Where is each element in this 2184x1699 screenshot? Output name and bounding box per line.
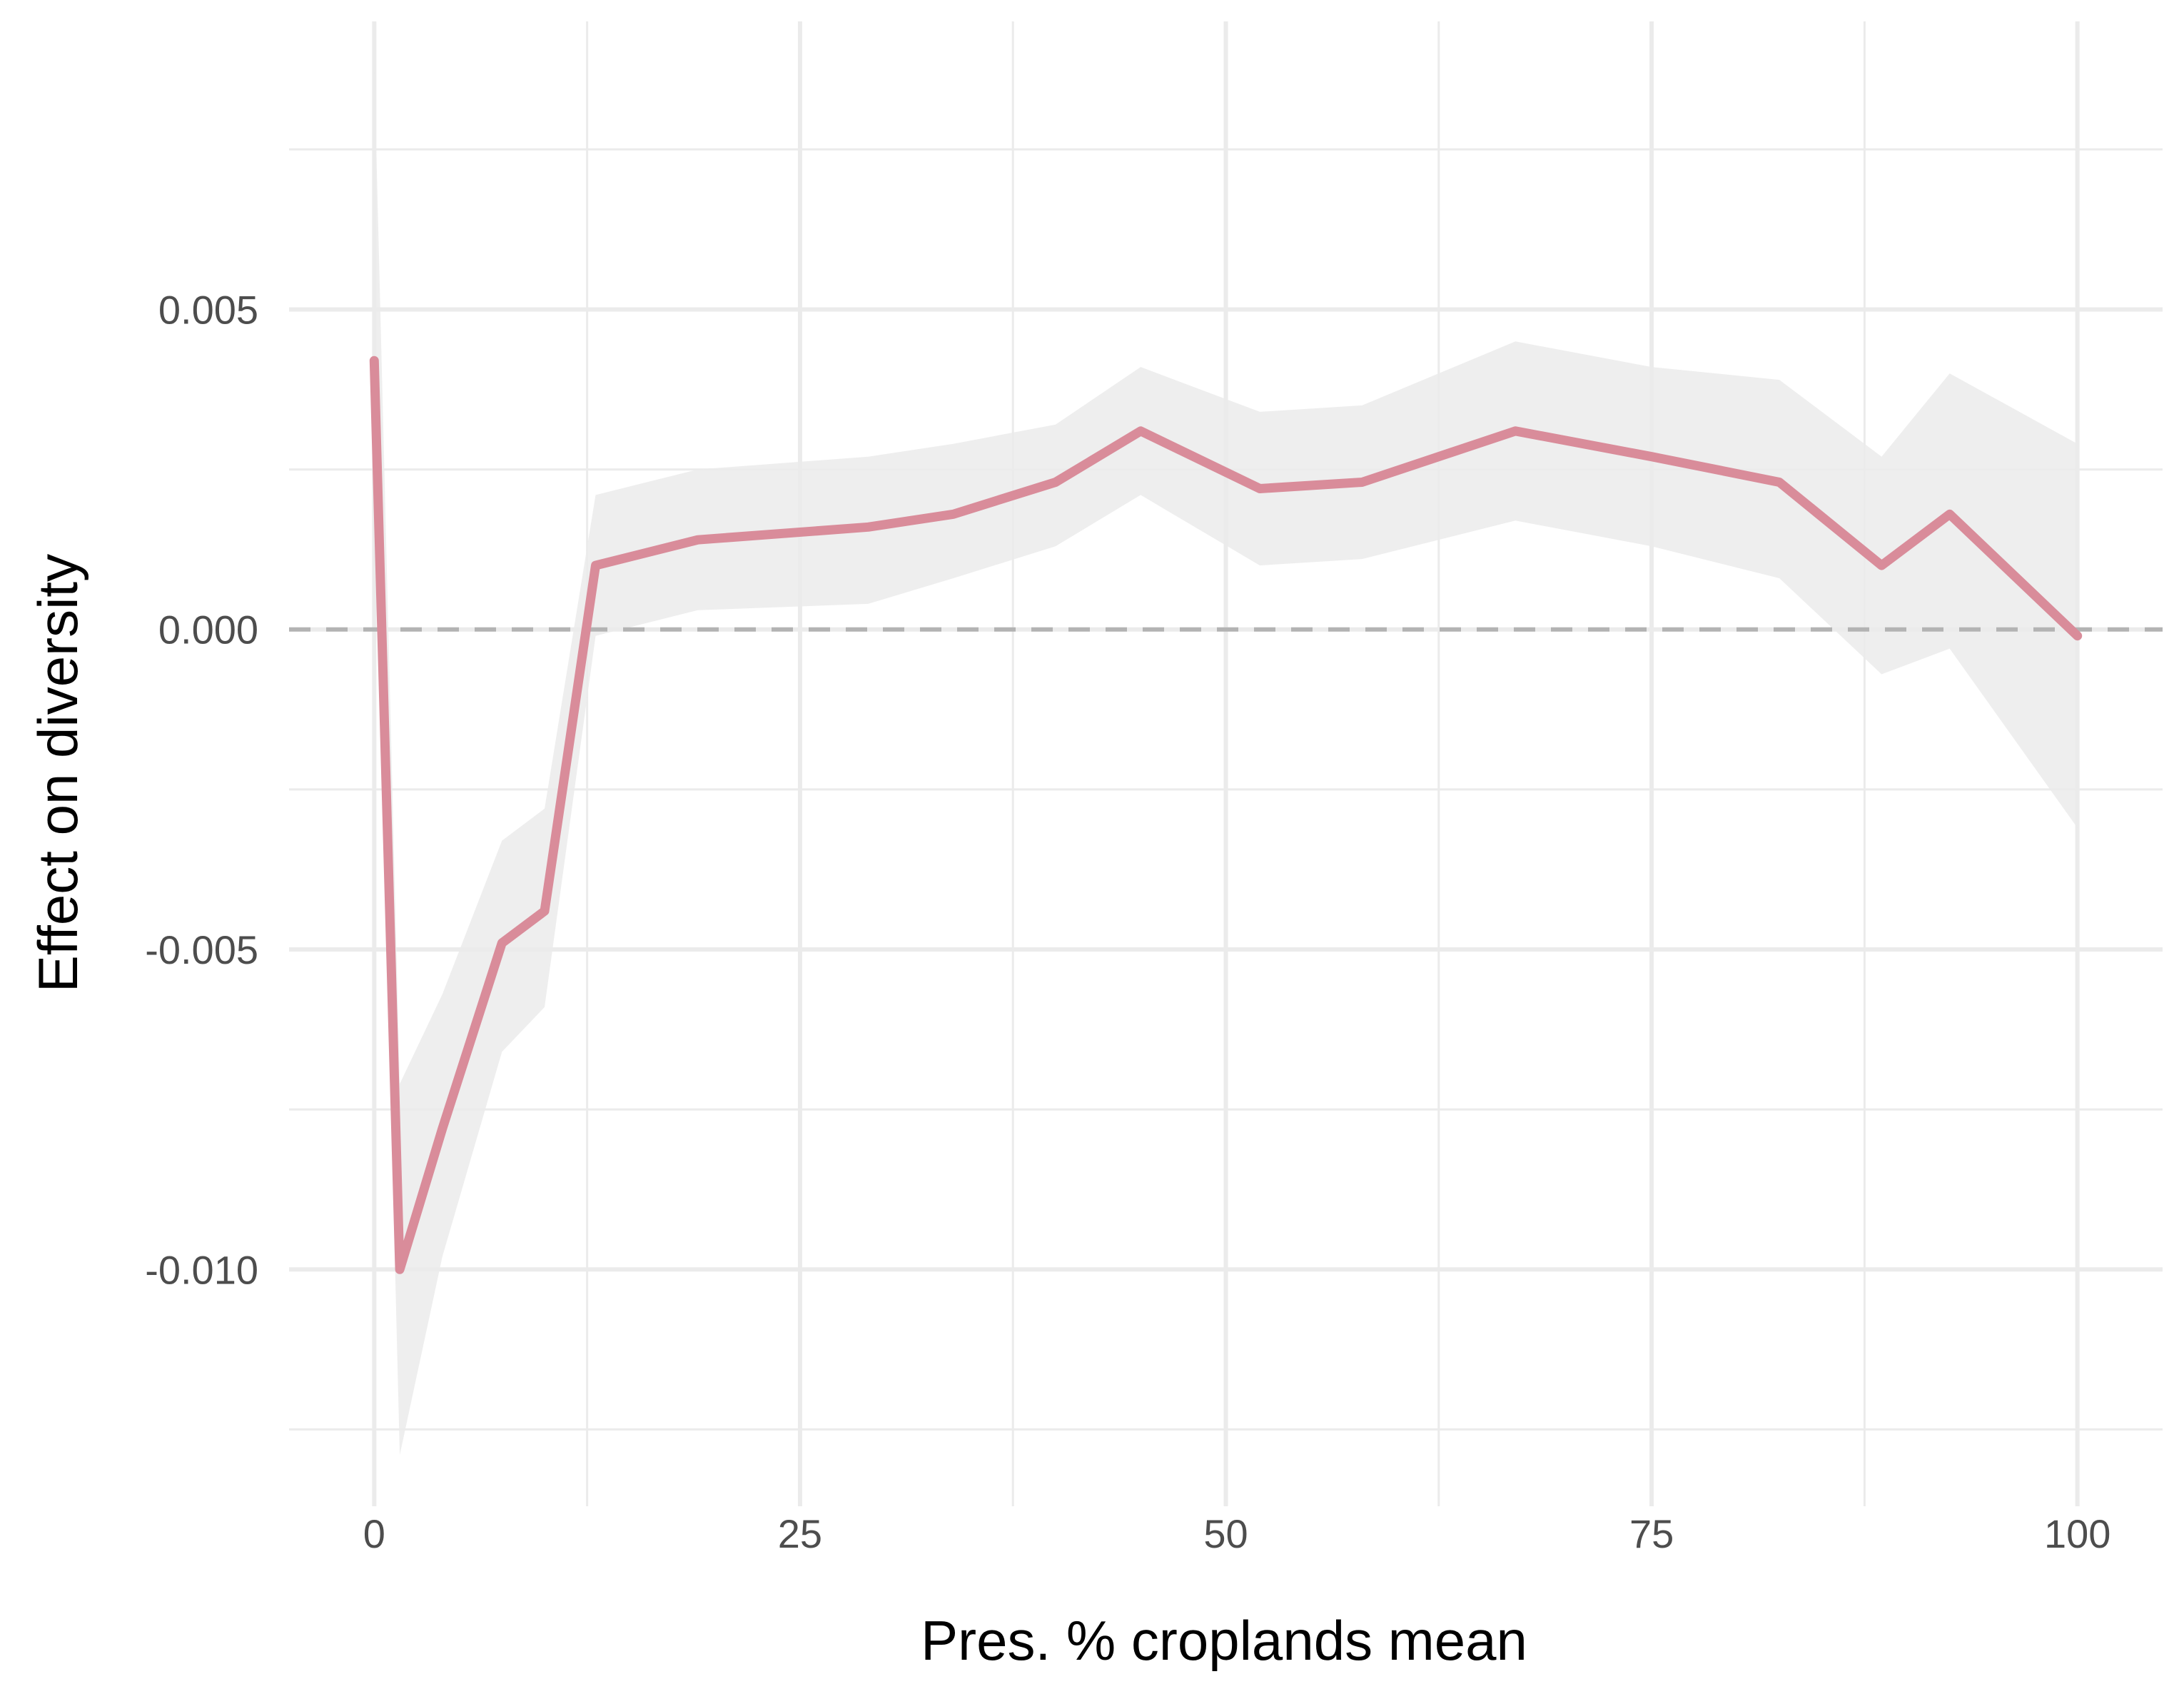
y-tick-label: -0.005 — [145, 927, 258, 972]
x-tick-label: 25 — [778, 1511, 822, 1556]
x-tick-label: 50 — [1203, 1511, 1248, 1556]
y-axis-title: Effect on diversity — [26, 554, 89, 992]
x-tick-label: 75 — [1629, 1511, 1674, 1556]
y-tick-label: 0.000 — [158, 607, 258, 652]
x-axis-title: Pres. % croplands mean — [921, 1609, 1527, 1672]
y-tick-labels: -0.010 -0.005 0.000 0.005 — [145, 287, 258, 1292]
y-tick-label: 0.005 — [158, 287, 258, 332]
x-tick-label: 0 — [363, 1511, 385, 1556]
series-line — [369, 356, 2083, 1274]
confidence-band — [374, 66, 2078, 1456]
confidence-band-layer — [374, 66, 2078, 1456]
series-layer — [369, 356, 2083, 1274]
y-tick-label: -0.010 — [145, 1247, 258, 1292]
x-tick-label: 100 — [2044, 1511, 2110, 1556]
x-tick-labels: 0 25 50 75 100 — [363, 1511, 2111, 1556]
